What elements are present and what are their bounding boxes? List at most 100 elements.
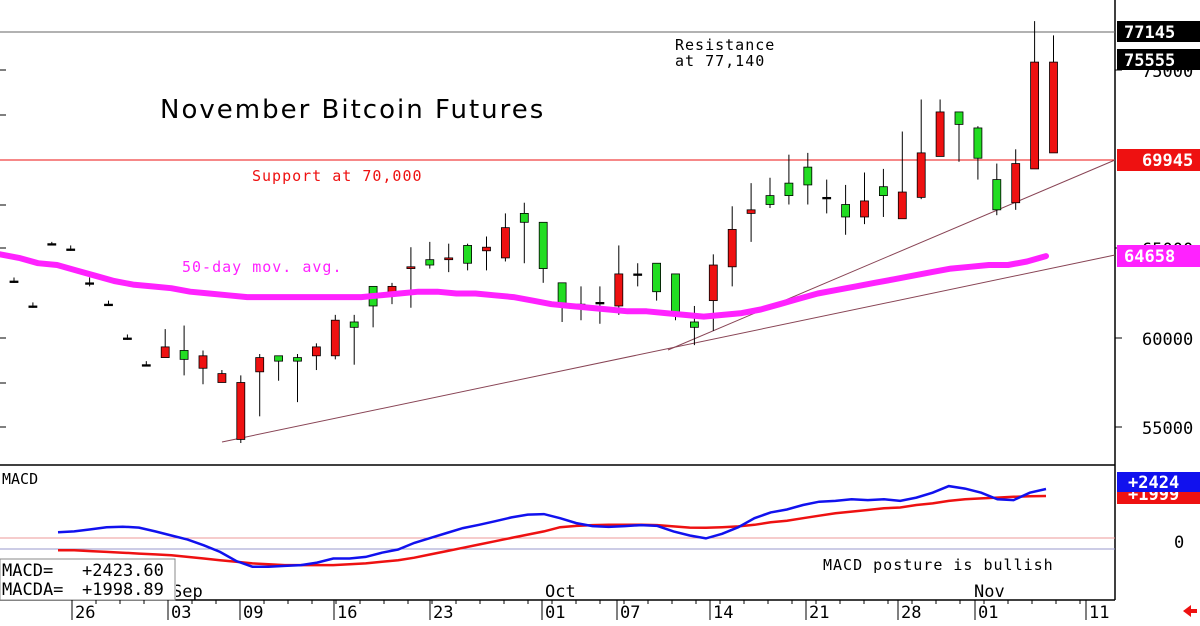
candle	[85, 277, 94, 287]
candle	[690, 305, 699, 346]
macd-tick-0: 0	[1174, 533, 1184, 553]
candle	[179, 325, 189, 376]
candle-body	[463, 245, 473, 264]
candle-body	[236, 382, 246, 440]
price-badge-support: 69945	[1117, 149, 1200, 171]
candle-body	[860, 200, 869, 218]
candle	[104, 300, 113, 307]
macda-badge	[1117, 492, 1200, 504]
moving-average-line	[0, 251, 1049, 320]
candle-body	[160, 346, 170, 358]
candle-body	[973, 127, 983, 159]
candle-body	[746, 209, 756, 214]
candle	[1049, 35, 1058, 154]
candle-body	[954, 111, 964, 125]
candle-body	[311, 346, 321, 357]
candle-body	[141, 364, 151, 367]
macd-panel-title: MACD	[2, 470, 38, 488]
left-axis-ticks	[0, 69, 6, 428]
candle-body	[1049, 61, 1058, 154]
candle	[463, 243, 473, 271]
candle	[860, 172, 869, 225]
candle-body	[727, 229, 737, 268]
candle-body	[255, 357, 265, 373]
candle-body	[66, 248, 76, 251]
resistance-annotation: Resistance at 77,140	[675, 36, 775, 70]
candle	[633, 263, 643, 287]
candle	[217, 370, 227, 383]
candle	[879, 168, 888, 217]
macda-readout-value: +1998.89	[82, 580, 164, 600]
candle-body	[519, 212, 529, 223]
candle-body	[293, 357, 302, 362]
date-tick-label: 01	[545, 603, 565, 622]
date-tick-label: 28	[901, 603, 921, 622]
date-tick-label: 21	[809, 603, 829, 622]
macd-line	[57, 484, 1047, 568]
candle-body	[330, 319, 340, 357]
candle-body	[9, 280, 19, 283]
candle-body	[897, 191, 907, 220]
macda-readout-label: MACDA=	[2, 580, 63, 600]
price-badge-resistance: 77145	[1117, 21, 1200, 43]
candle-body	[28, 305, 38, 308]
candle	[803, 152, 813, 205]
lower-trend-line	[221, 254, 1116, 443]
price-panel-frame	[0, 0, 1116, 601]
candle	[28, 302, 38, 308]
month-label-oct: Oct	[545, 582, 576, 602]
candle	[1030, 21, 1039, 170]
candle	[311, 343, 321, 371]
date-tick-label: 16	[337, 603, 357, 622]
candle-body	[500, 227, 510, 259]
svg-text:75555: 75555	[1124, 51, 1175, 71]
date-tick-label: 26	[75, 603, 95, 622]
candle	[330, 314, 340, 360]
candle-body	[690, 321, 699, 328]
price-tick-60000: 60000	[1142, 330, 1193, 350]
support-annotation: Support at 70,000	[252, 167, 423, 185]
candle	[123, 334, 132, 340]
candle	[538, 221, 548, 283]
macda-badge-label: +1999	[1128, 485, 1179, 505]
candle	[236, 375, 246, 444]
candle	[614, 245, 624, 315]
date-tick-label: 09	[243, 603, 263, 622]
candle-body	[104, 303, 113, 307]
price-tick-55000: 55000	[1142, 419, 1193, 439]
candlestick-series	[9, 21, 1058, 444]
candle-body	[992, 179, 1002, 211]
candle	[293, 354, 302, 403]
date-tick-label: 14	[713, 603, 733, 622]
candle	[274, 355, 284, 381]
candle-body	[652, 262, 661, 293]
candle-body	[803, 166, 813, 186]
macd-readout-label: MACD=	[2, 561, 53, 581]
candle	[47, 241, 57, 246]
candle	[746, 183, 756, 242]
candle-body	[217, 373, 227, 383]
candle	[141, 361, 151, 367]
candle-body	[822, 196, 832, 200]
month-label-nov: Nov	[974, 582, 1005, 602]
moving-average-annotation: 50-day mov. avg.	[182, 258, 343, 276]
candle	[444, 243, 454, 273]
price-badge-last: 75555	[1117, 49, 1200, 71]
macd-status-text: MACD posture is bullish	[823, 556, 1054, 574]
candle	[595, 286, 605, 324]
candle	[727, 206, 737, 287]
candle	[425, 241, 435, 269]
candle	[708, 254, 718, 331]
candle	[576, 286, 586, 321]
candle	[500, 213, 510, 262]
candle-body	[198, 355, 208, 369]
candle	[368, 285, 378, 328]
candle-body	[179, 350, 189, 360]
candle	[66, 245, 76, 251]
arrow-left-icon[interactable]	[1183, 605, 1197, 617]
candle-body	[47, 243, 57, 246]
svg-text:69945: 69945	[1142, 151, 1193, 171]
candle-body	[671, 273, 680, 316]
